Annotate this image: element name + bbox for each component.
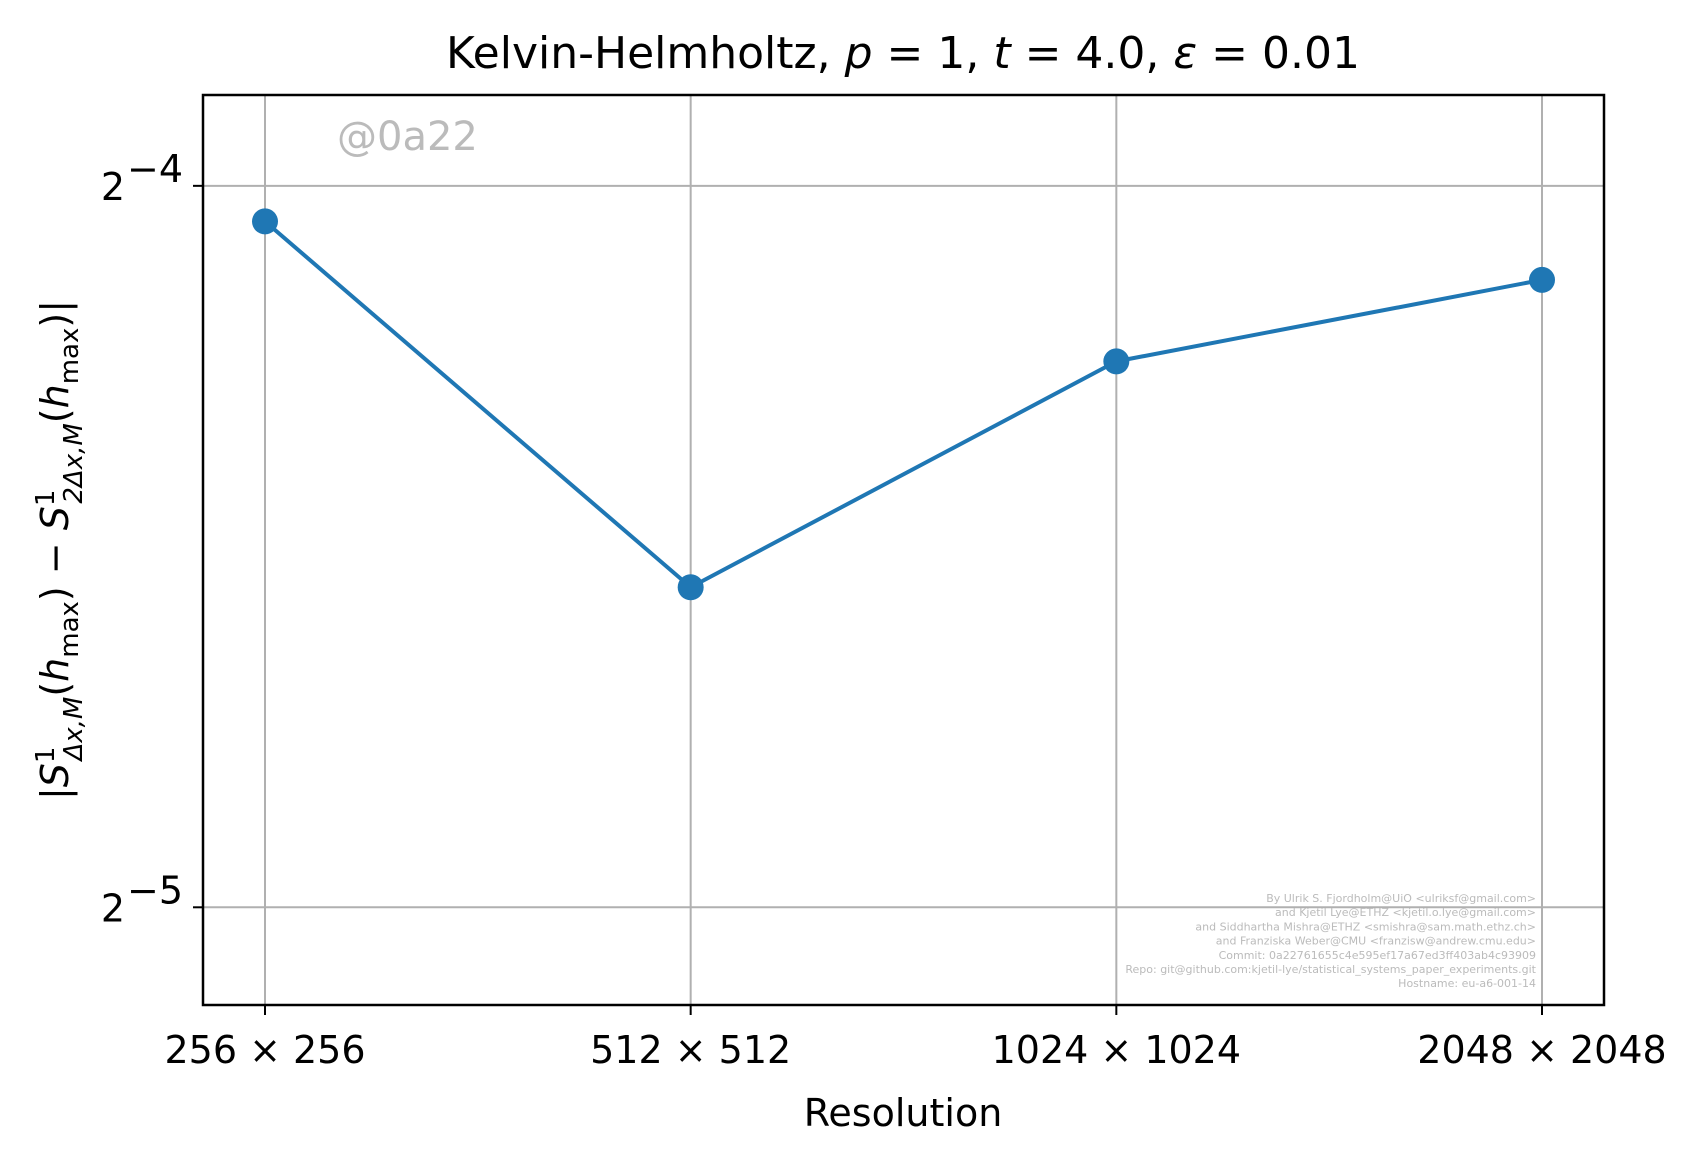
credit-line: By Ulrik S. Fjordholm@UiO <ulriksf@gmail… [1266,892,1536,905]
y-tick-label: 2 [101,886,125,930]
credits-block: By Ulrik S. Fjordholm@UiO <ulriksf@gmail… [1125,892,1536,990]
x-axis-title: Resolution [804,1091,1003,1135]
data-point [1529,266,1555,293]
credit-line: and Franziska Weber@CMU <franzisw@andrew… [1216,935,1536,948]
credit-line: Repo: git@github.com:kjetil-lye/statisti… [1125,963,1536,976]
credit-line: and Kjetil Lye@ETHZ <kjetil.o.lye@gmail.… [1275,906,1536,919]
x-tick-label: 256 × 256 [164,1028,365,1072]
chart-title: Kelvin-Helmholtz, p = 1, t = 4.0, ε = 0.… [446,28,1360,79]
x-tick-label: 2048 × 2048 [1417,1028,1666,1072]
credit-line: Hostname: eu-a6-001-14 [1398,977,1536,990]
data-point [252,208,278,235]
watermark: @0a22 [337,114,478,160]
y-tick-label: 2 [101,165,125,209]
axis-ticks: 256 × 256 512 × 512 1024 × 1024 2048 × 2048… [101,147,1667,1072]
plot-frame [201,93,1606,1007]
y-tick-label-exponent: −5 [127,868,183,912]
grid-lines [203,95,1604,1005]
data-point [1103,348,1130,375]
credit-line: Commit: 0a22761655c4e595ef17a67ed3ff403a… [1219,949,1536,962]
data-point [677,574,704,601]
series-line [263,219,1543,590]
y-axis-title: |S1Δx,M(hmax) − S12Δx,M(hmax)| [31,300,89,800]
credit-line: and Siddhartha Mishra@ETHZ <smishra@sam.… [1195,920,1536,933]
x-tick-label: 1024 × 1024 [992,1028,1241,1072]
series-layer [252,208,1555,601]
x-tick-label: 512 × 512 [590,1028,791,1072]
y-tick-label-exponent: −4 [127,147,183,191]
